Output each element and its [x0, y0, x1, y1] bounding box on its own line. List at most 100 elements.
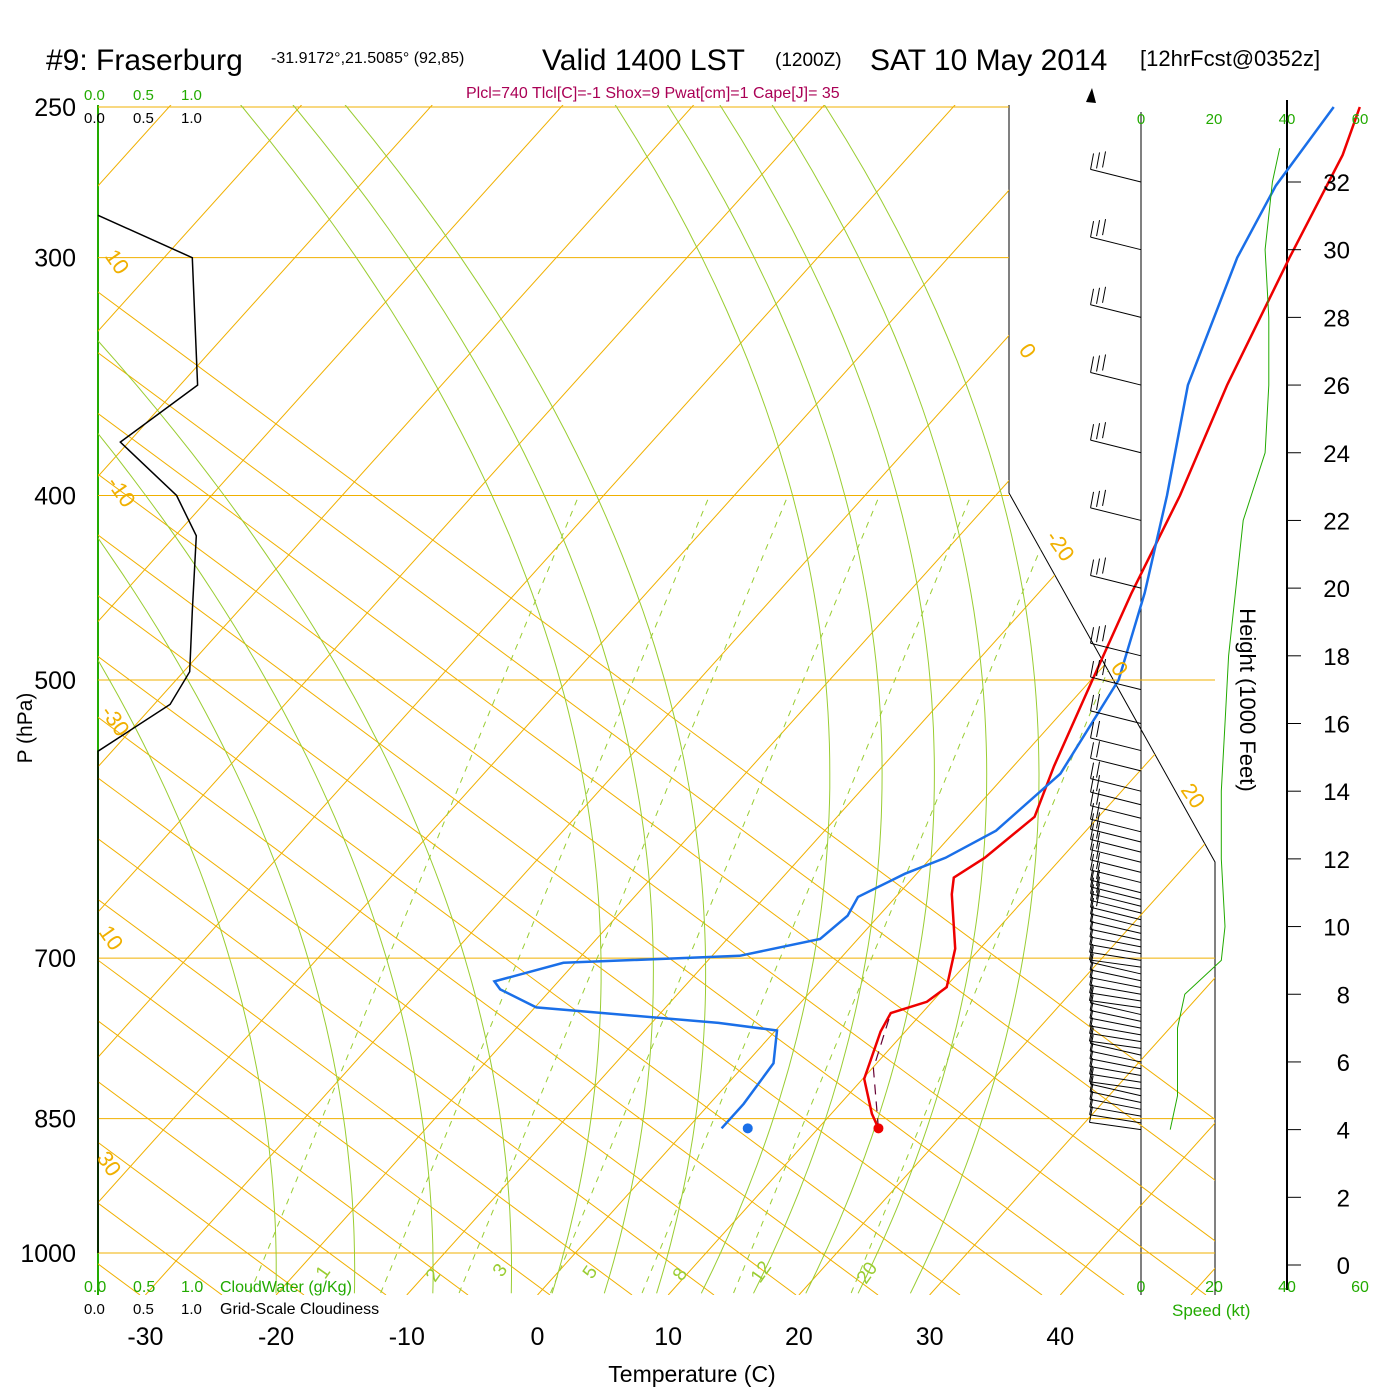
height-tick-24: 24: [1323, 441, 1350, 468]
height-axis-label: Height (1000 Feet): [1235, 608, 1260, 791]
wind-barb: [1090, 1050, 1142, 1063]
wind-barb: [1090, 575, 1142, 589]
wind-barb-flag: [1096, 659, 1101, 677]
cloudiness-profile-line: [97, 214, 199, 1253]
isotherm-line: [98, 105, 861, 1295]
dry-adiabat-line: [98, 105, 141, 1295]
wind-barb-flag: [1096, 883, 1101, 900]
wind-barb: [1090, 791, 1142, 806]
wind-barb-flag: [1090, 721, 1095, 739]
wind-barb-flag: [1096, 852, 1101, 870]
dry-adiabat-line: [98, 105, 387, 1295]
height-tick-0: 0: [1337, 1253, 1350, 1280]
mixing-ratio-line: [550, 495, 880, 1294]
wind-barb-flag: [1089, 969, 1094, 986]
wind-barb: [1090, 737, 1142, 752]
pressure-tick-250: 250: [34, 94, 76, 122]
height-tick-20: 20: [1323, 576, 1350, 603]
wind-barb-flag: [1090, 288, 1095, 305]
wind-barb: [1089, 1106, 1142, 1117]
speed-tick-top-40: 40: [1279, 111, 1296, 128]
wind-barb-flag: [1090, 221, 1095, 238]
speed-tick-top-60: 60: [1352, 111, 1369, 128]
wind-barb-flag: [1089, 1050, 1094, 1067]
wind-barbs: [1086, 88, 1142, 1131]
dry-adiabat-line: [98, 105, 879, 1295]
sounding-series: [97, 106, 1361, 1253]
wind-barb-flag: [1102, 489, 1107, 506]
wind-barb: [1089, 1114, 1142, 1124]
dry-adiabat-line: [0, 0, 58, 1295]
wind-barb-flag: [1089, 1009, 1094, 1026]
wind-barb-flag: [1090, 424, 1095, 441]
isotherm-line: [537, 105, 1215, 1295]
wind-barb-flag: [1089, 1067, 1094, 1085]
speed-tick-top-0: 0: [1137, 111, 1145, 128]
cloudwater-scale-top-05: 0.5: [133, 87, 154, 104]
wind-barb-flag: [1102, 219, 1107, 236]
wind-barb-flag: [1089, 946, 1094, 963]
wind-barb: [1090, 879, 1142, 894]
wind-barb: [1090, 913, 1142, 928]
wind-barb-flag: [1096, 788, 1101, 805]
height-tick-32: 32: [1323, 170, 1350, 197]
wind-barb: [1090, 1042, 1142, 1056]
wind-barb-flag: [1089, 1106, 1093, 1123]
speed-tick-bottom-60: 60: [1351, 1279, 1369, 1296]
height-tick-16: 16: [1323, 712, 1350, 739]
isotherm-line: [98, 105, 992, 1295]
x-axis-label: Temperature (C): [608, 1361, 775, 1387]
wind-barb-flag: [1089, 994, 1094, 1011]
wind-barb-flag: [1090, 627, 1095, 644]
stability-indices: Plcl=740 Tlcl[C]=-1 Shox=9 Pwat[cm]=1 Ca…: [466, 85, 840, 102]
moist-adiabat-line: [98, 105, 512, 1294]
wind-barb-flag: [1089, 1058, 1094, 1075]
surface-temperature-point: [873, 1123, 884, 1134]
wind-barb: [1090, 928, 1142, 941]
wind-barb-flag: [1102, 151, 1107, 168]
wind-barb: [1089, 977, 1142, 988]
wind-barb-flag: [1089, 1025, 1093, 1042]
wind-barb-flag: [1096, 220, 1101, 237]
temperature-tick--30: -30: [127, 1323, 163, 1351]
wind-barb: [1090, 893, 1142, 907]
wind-barb-flag: [1089, 1027, 1094, 1044]
mixing-ratio-line: [249, 495, 580, 1294]
plot-right-boundary: [1008, 105, 1216, 1295]
wind-barb: [1090, 849, 1142, 863]
wind-barb-flag: [1089, 913, 1094, 930]
moist-adiabat-line: [98, 105, 277, 1294]
dry-adiabat-line: [98, 105, 633, 1295]
wind-barb: [1090, 507, 1142, 521]
cloudwater-scale-top-0: 0.0: [84, 87, 105, 104]
wind-barb: [1089, 992, 1142, 1002]
forecast-label: [12hrFcst@0352z]: [1140, 46, 1320, 71]
pressure-tick-700: 700: [34, 945, 76, 973]
wind-barb: [1089, 1121, 1142, 1131]
cloudiness-scale-top-0: 0.0: [84, 110, 105, 127]
wind-barb-flag: [1090, 823, 1095, 840]
wind-barb: [1090, 439, 1142, 454]
height-tick-18: 18: [1323, 644, 1350, 671]
mixing-ratio-label: 8: [669, 1264, 692, 1285]
wind-barb-flag: [1096, 423, 1101, 440]
wind-barb-flag: [1096, 761, 1101, 778]
moist-adiabat-line: [622, 105, 883, 1294]
isotherm-line: [98, 105, 600, 1295]
wind-barb-flag: [1096, 812, 1101, 829]
wind-barb: [1090, 969, 1142, 982]
wind-barb-flag: [1089, 1042, 1094, 1059]
wind-barb: [1089, 1000, 1142, 1009]
wind-barb: [1090, 921, 1142, 934]
wind-barb-flag: [1089, 1017, 1094, 1034]
isotherm-label: 0: [1014, 339, 1042, 363]
wind-barb-flag: [1090, 559, 1095, 576]
wind-barb-flag: [1089, 953, 1094, 970]
wind-barb: [1090, 859, 1142, 873]
wind-barb-flag: [1090, 853, 1095, 871]
pressure-tick-300: 300: [34, 245, 76, 273]
wind-barb: [1090, 839, 1142, 853]
wind-barb-flag: [1102, 658, 1107, 676]
dry-adiabat-line: [98, 105, 797, 1295]
cloudwater-scale-top-1: 1.0: [181, 87, 202, 104]
